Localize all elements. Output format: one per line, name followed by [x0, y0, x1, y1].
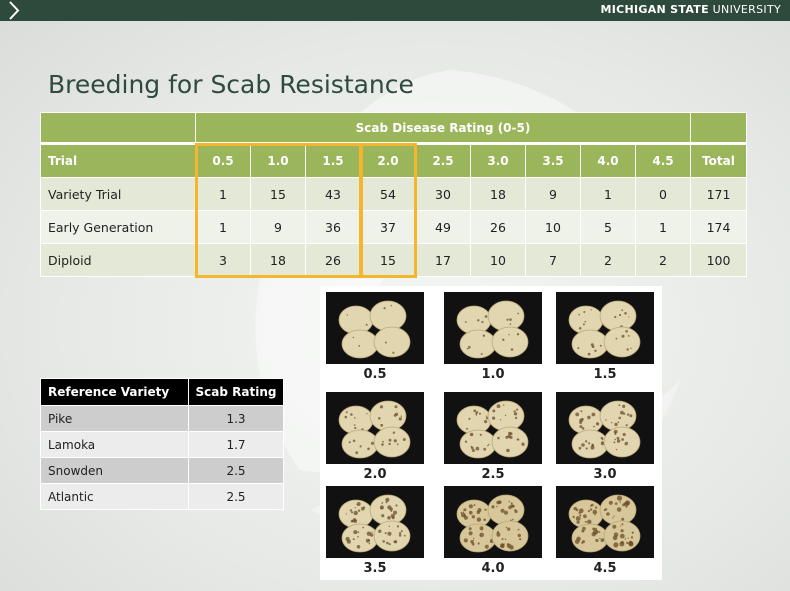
ref-rating-cell: 2.5: [188, 457, 284, 484]
banner-scab-rating: Scab Disease Rating (0-5): [195, 112, 691, 144]
banner-blank-total: [690, 112, 747, 144]
total-cell: 171: [690, 177, 747, 211]
ref-rating-cell: 1.3: [188, 405, 284, 432]
chevron-right-icon[interactable]: [4, 0, 24, 21]
count-cell: 43: [305, 177, 361, 211]
reference-variety-table: Reference Variety Scab Rating Pike 1.3 L…: [40, 378, 284, 510]
rating-header: 3.0: [470, 142, 526, 178]
count-cell: 15: [360, 243, 416, 277]
count-cell: 0: [635, 177, 691, 211]
count-cell: 2: [580, 243, 636, 277]
count-cell: 37: [360, 210, 416, 244]
highlight-box-low: [194, 142, 362, 278]
scab-rating-header: Scab Rating: [188, 378, 284, 406]
table-row: Early Generation 1 9 36 37 49 26 10 5 1 174: [40, 210, 747, 244]
rating-header: 1.5: [305, 142, 361, 178]
count-cell: 18: [250, 243, 306, 277]
potato-photo: [326, 392, 424, 464]
total-cell: 100: [690, 243, 747, 277]
ref-variety-cell: Atlantic: [40, 483, 189, 510]
count-cell: 36: [305, 210, 361, 244]
ref-rating-cell: 1.7: [188, 431, 284, 458]
ref-variety-cell: Pike: [40, 405, 189, 432]
trial-header: Trial: [40, 142, 196, 178]
highlight-box-mid: [359, 142, 417, 278]
table-row: Diploid 3 18 26 15 17 10 7 2 2 100: [40, 243, 747, 277]
rating-label: 2.0: [363, 467, 387, 482]
potato-scab-photo-grid: 0.5 1.0 1.5 2.0 2.5 3.0 3.5 4.0 4.5: [320, 286, 662, 580]
count-cell: 49: [415, 210, 471, 244]
count-cell: 26: [305, 243, 361, 277]
rating-label: 4.5: [593, 561, 617, 576]
count-cell: 9: [250, 210, 306, 244]
rating-header: 4.5: [635, 142, 691, 178]
top-bar: MICHIGAN STATE UNIVERSITY: [0, 0, 790, 21]
count-cell: 17: [415, 243, 471, 277]
count-cell: 1: [580, 177, 636, 211]
potato-photo: [326, 292, 424, 364]
count-cell: 1: [195, 210, 251, 244]
potato-photo: [444, 292, 542, 364]
rating-label: 4.0: [481, 561, 505, 576]
count-cell: 7: [525, 243, 581, 277]
ref-variety-cell: Lamoka: [40, 431, 189, 458]
count-cell: 1: [635, 210, 691, 244]
trial-label: Diploid: [40, 243, 196, 277]
rating-label: 1.5: [593, 367, 617, 382]
reference-variety-header: Reference Variety: [40, 378, 189, 406]
count-cell: 10: [525, 210, 581, 244]
rating-label: 3.5: [363, 561, 387, 576]
count-cell: 18: [470, 177, 526, 211]
ref-rating-cell: 2.5: [188, 483, 284, 510]
rating-label: 2.5: [481, 467, 505, 482]
rating-label: 1.0: [481, 367, 505, 382]
potato-photo: [556, 292, 654, 364]
total-cell: 174: [690, 210, 747, 244]
count-cell: 3: [195, 243, 251, 277]
count-cell: 2: [635, 243, 691, 277]
rating-header: 3.5: [525, 142, 581, 178]
ref-variety-cell: Snowden: [40, 457, 189, 484]
banner-blank-cell: [40, 112, 196, 144]
count-cell: 9: [525, 177, 581, 211]
university-brand: MICHIGAN STATE UNIVERSITY: [600, 3, 781, 16]
page-title: Breeding for Scab Resistance: [48, 70, 414, 99]
rating-header: 4.0: [580, 142, 636, 178]
count-cell: 26: [470, 210, 526, 244]
potato-photo: [556, 486, 654, 558]
rating-label: 0.5: [363, 367, 387, 382]
potato-photo: [326, 486, 424, 558]
trial-label: Early Generation: [40, 210, 196, 244]
count-cell: 10: [470, 243, 526, 277]
potato-photo: [444, 486, 542, 558]
rating-header: 2.5: [415, 142, 471, 178]
count-cell: 15: [250, 177, 306, 211]
trial-label: Variety Trial: [40, 177, 196, 211]
count-cell: 30: [415, 177, 471, 211]
rating-label: 3.0: [593, 467, 617, 482]
potato-photo: [444, 392, 542, 464]
count-cell: 5: [580, 210, 636, 244]
potato-photo: [556, 392, 654, 464]
total-header: Total: [690, 142, 747, 178]
